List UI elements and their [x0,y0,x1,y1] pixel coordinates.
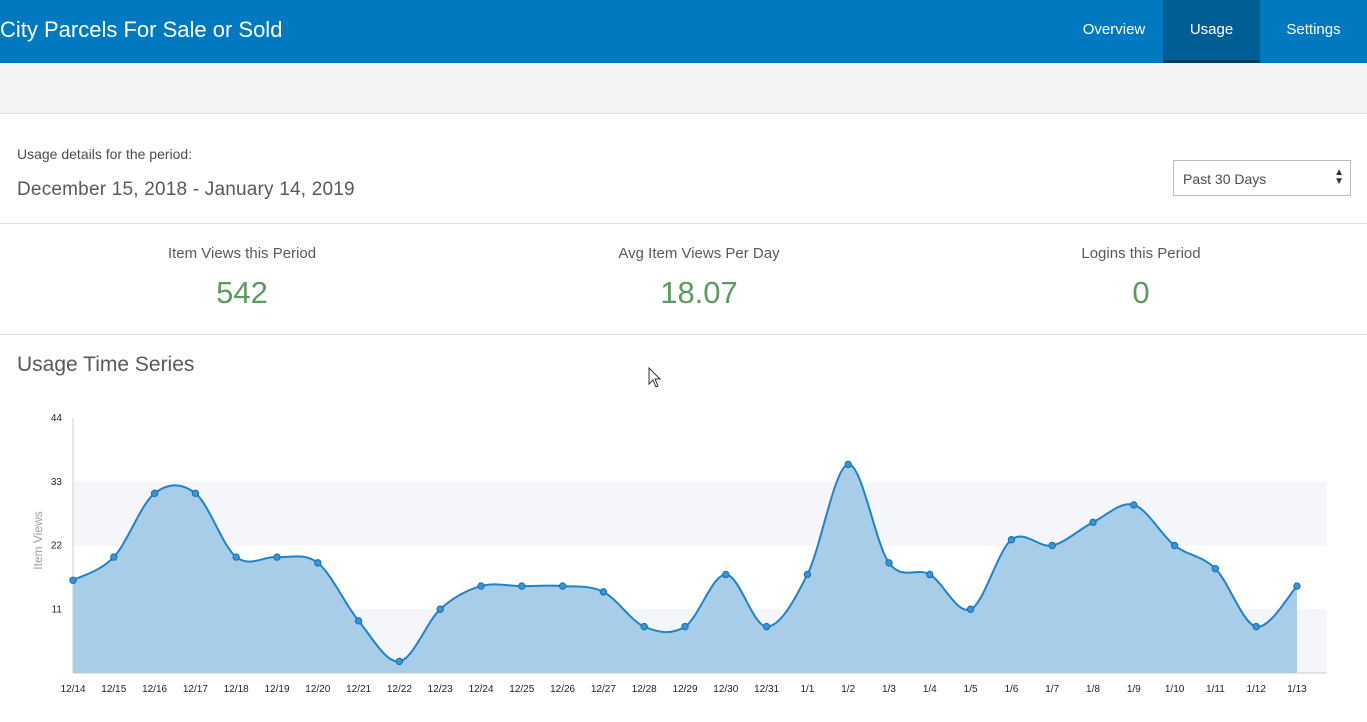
usage-time-series-chart: 11 22 33 44 Item Views 12/14 12/15 12/16 12/17 12… [31,413,1327,695]
stat-value: 18.07 [660,275,738,310]
app-title: City Parcels For Sale or Sold [0,17,283,42]
period-select-value: Past 30 Days [1183,171,1267,187]
data-point [1293,582,1301,590]
x-tick-label: 12/23 [428,684,453,695]
x-tick-label: 12/20 [305,684,330,695]
x-tick-label: 1/13 [1287,684,1307,695]
data-point [599,588,608,596]
y-tick-label: 44 [51,413,63,424]
x-tick-label: 1/11 [1206,684,1225,695]
data-point [1130,501,1138,509]
stat-label: Avg Item Views Per Day [618,245,780,262]
period-select[interactable]: Past 30 Days ▲ ▼ [1173,160,1351,196]
y-tick-label: 11 [52,604,63,615]
x-tick-label: 1/7 [1045,684,1059,695]
data-point [150,489,159,498]
x-tick-label: 12/28 [632,684,657,695]
stat-item-views: Item Views this Period 542 [92,245,392,311]
x-tick-label: 12/14 [60,684,85,695]
y-axis-label: Item Views [31,511,45,569]
data-point [722,570,730,579]
stat-value: 542 [216,275,268,310]
x-tick-label: 12/15 [101,684,126,695]
x-tick-label: 1/6 [1004,684,1018,695]
x-tick-label: 12/30 [713,684,738,695]
data-point [191,489,200,498]
data-point [926,570,934,579]
tab-usage[interactable]: Usage [1163,0,1260,63]
x-tick-label: 1/4 [923,684,937,695]
data-point [314,559,322,567]
toolbar-strip [0,63,1367,114]
stat-label: Item Views this Period [167,245,317,262]
top-nav-bar: City Parcels For Sale or Sold Overview U… [0,0,1367,63]
period-label: Usage details for the period: [17,146,193,162]
mouse-pointer-icon [648,367,662,388]
data-point [1048,541,1056,550]
stat-logins: Logins this Period 0 [991,245,1291,311]
data-point [354,617,363,625]
data-point [477,582,485,590]
x-tick-label: 1/12 [1246,684,1266,695]
period-range: December 15, 2018 - January 14, 2019 [17,179,355,200]
x-tick-label: 12/27 [591,684,616,695]
x-tick-label: 12/19 [264,684,289,695]
data-point [885,559,893,567]
tab-settings[interactable]: Settings [1286,21,1341,38]
x-tick-label: 12/18 [224,684,249,695]
data-point [1007,536,1016,544]
data-point [966,605,975,613]
x-tick-label: 12/16 [142,684,167,695]
x-tick-label: 12/25 [509,684,534,695]
divider [0,223,1367,224]
data-point [844,460,852,469]
data-point [681,622,689,631]
x-tick-label: 12/24 [468,684,493,695]
data-point [518,582,526,590]
divider [0,334,1367,335]
data-point [762,622,771,631]
nav-tabs: Overview Usage Settings [1065,0,1367,63]
select-arrows-icon: ▲ ▼ [1334,167,1344,187]
data-point [1252,622,1260,631]
data-point [640,622,648,631]
data-point [803,570,812,579]
tab-overview[interactable]: Overview [1082,21,1146,38]
data-point [110,553,118,561]
data-point [1211,564,1220,573]
series-area [73,464,1297,673]
data-point [1170,541,1179,550]
x-tick-label: 1/8 [1086,684,1100,695]
stat-label: Logins this Period [1081,245,1201,262]
x-tick-label: 1/1 [800,684,814,695]
x-tick-label: 1/2 [841,684,855,695]
x-tick-label: 12/21 [346,684,371,695]
data-point [558,582,567,590]
x-tick-label: 1/5 [964,684,978,695]
x-tick-label: 12/29 [672,684,697,695]
data-point [273,553,281,561]
data-point [436,605,444,613]
data-point [69,576,77,584]
x-tick-label: 1/10 [1165,684,1185,695]
data-point [1089,518,1097,527]
x-tick-label: 1/9 [1127,684,1141,695]
x-tick-label: 12/31 [754,684,779,695]
data-point [395,657,404,666]
x-tick-label: 12/26 [550,684,575,695]
x-tick-label: 12/17 [183,684,208,695]
x-tick-label: 1/3 [882,684,896,695]
stat-avg-views: Avg Item Views Per Day 18.07 [549,245,849,311]
stat-value: 0 [1132,275,1150,310]
y-tick-label: 22 [51,541,63,552]
section-title: Usage Time Series [17,353,195,376]
x-tick-label: 12/22 [387,684,412,695]
data-point [232,553,240,561]
y-tick-label: 33 [51,477,63,488]
